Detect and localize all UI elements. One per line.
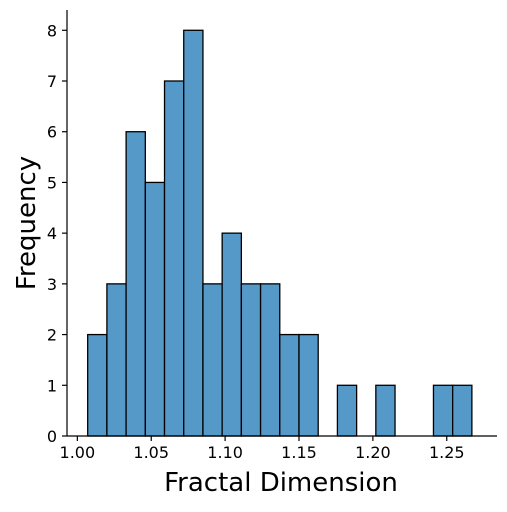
- histogram-bar: [375, 384, 396, 437]
- histogram-bar: [202, 283, 223, 437]
- x-ticks: 1.00 1.05 1.10 1.15 1.20 1.25: [60, 436, 465, 462]
- y-tick-label: 5: [47, 173, 57, 192]
- y-tick-label: 7: [47, 72, 57, 91]
- y-tick-label: 2: [47, 326, 57, 345]
- y-axis-label: Frequency: [12, 156, 42, 290]
- histogram-bar: [432, 384, 454, 437]
- y-tick-label: 1: [47, 376, 57, 395]
- x-tick-label: 1.20: [355, 443, 391, 462]
- histogram-bar: [106, 283, 127, 437]
- histogram-bar: [452, 384, 473, 437]
- histogram-bar: [240, 283, 262, 437]
- y-tick-label: 4: [47, 224, 57, 243]
- x-tick-label: 1.25: [429, 443, 465, 462]
- y-tick-label: 8: [47, 21, 57, 40]
- y-tick-label: 0: [47, 427, 57, 446]
- histogram-bar: [163, 80, 185, 437]
- histogram-bar: [183, 29, 204, 437]
- y-ticks: 0 1 2 3 4 5 6 7 8: [47, 21, 67, 446]
- x-tick-label: 1.00: [60, 443, 96, 462]
- x-tick-label: 1.15: [281, 443, 317, 462]
- x-tick-label: 1.05: [133, 443, 169, 462]
- y-tick-label: 6: [47, 123, 57, 142]
- y-tick-label: 3: [47, 275, 57, 294]
- x-axis-label: Fractal Dimension: [164, 468, 398, 498]
- histogram-bar: [298, 333, 319, 437]
- histogram-bar: [87, 333, 108, 437]
- histogram-bar: [125, 131, 146, 437]
- histogram-bar: [259, 283, 281, 437]
- x-tick-label: 1.10: [207, 443, 243, 462]
- bars-layer: [87, 29, 473, 437]
- histogram-bar: [279, 333, 300, 437]
- histogram-bar: [144, 181, 166, 437]
- histogram-bar: [221, 232, 243, 437]
- histogram-bar: [336, 384, 358, 437]
